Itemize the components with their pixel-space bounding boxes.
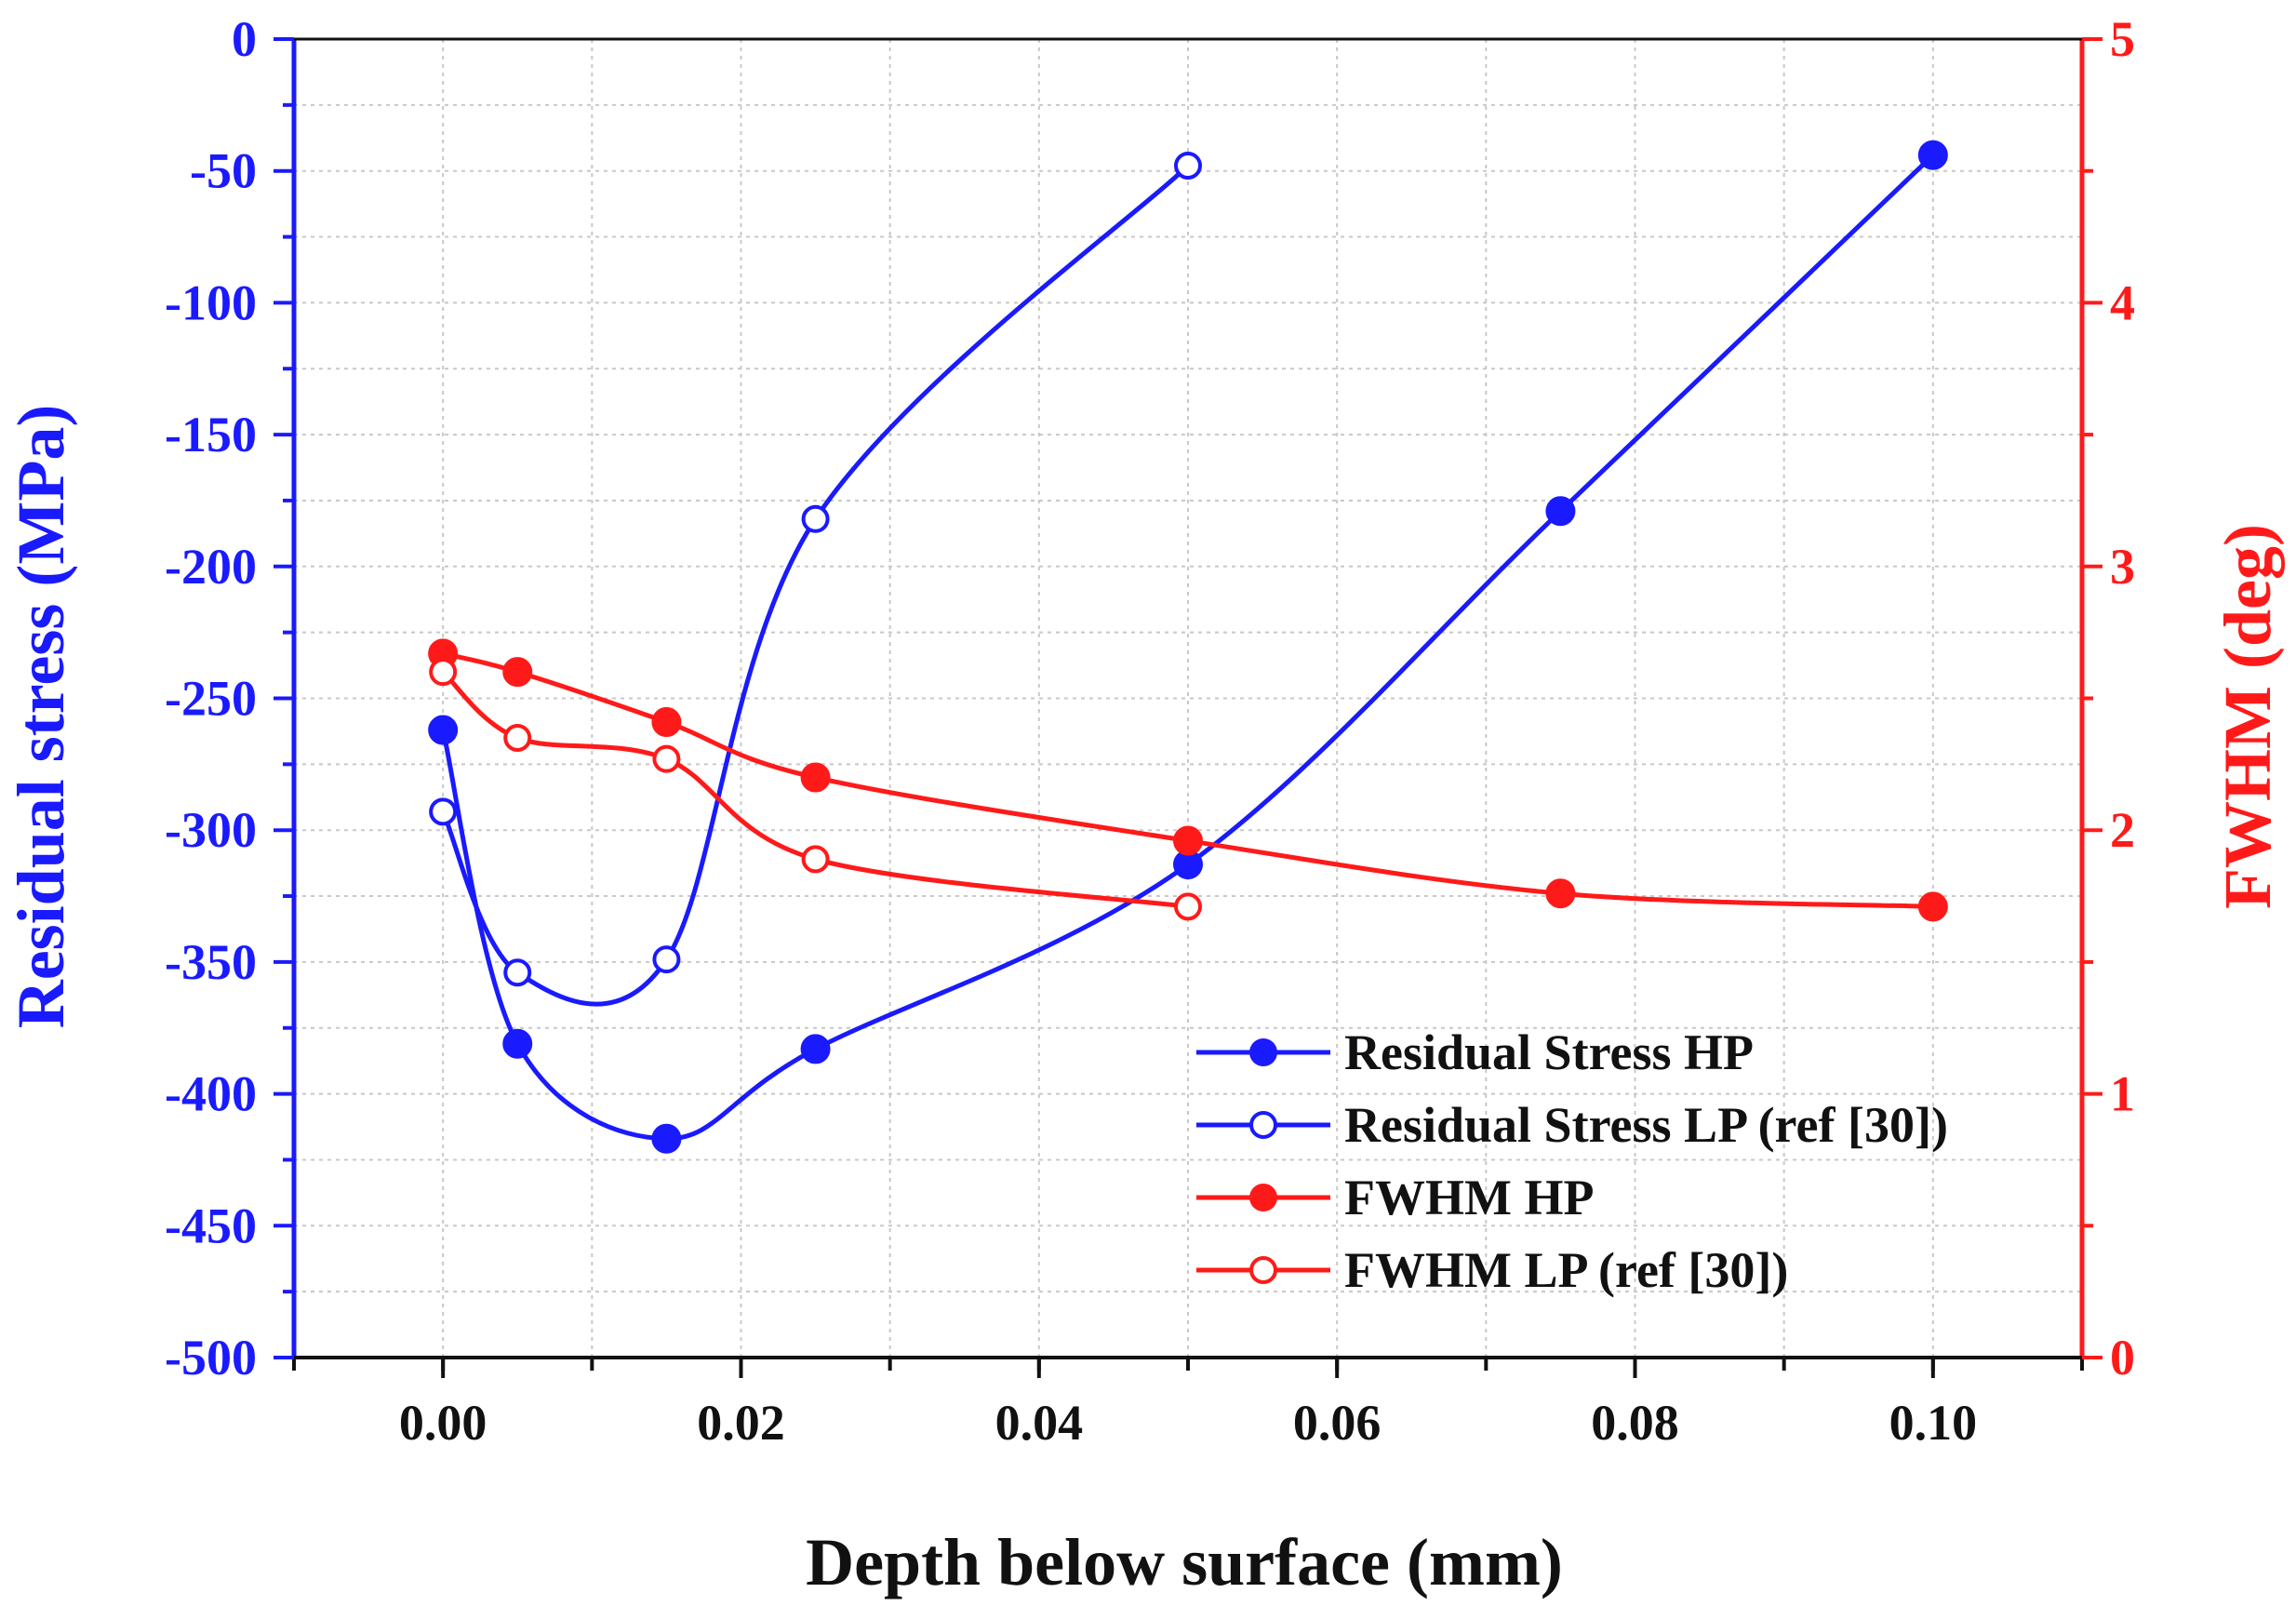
left-tick-label: -400 [165, 1066, 257, 1122]
right-tick-label: 3 [2110, 539, 2135, 595]
series-1 [429, 152, 1202, 1007]
data-point [1917, 891, 1948, 922]
right-tick-label: 2 [2110, 802, 2135, 858]
data-point [801, 845, 830, 874]
x-axis-title: Depth below surface (mm) [806, 1525, 1563, 1599]
data-point [1174, 152, 1202, 181]
legend-swatch-marker [1249, 1038, 1277, 1066]
data-point [1545, 496, 1576, 527]
axes [274, 37, 2102, 1378]
tick-labels: 0.00 0.02 0.04 0.06 0.08 0.10 0 -50 -100 -150 -200… [165, 11, 2135, 1451]
data-point [800, 1034, 831, 1064]
series-layer [428, 140, 1948, 1154]
x-tick-label: 0.10 [1889, 1395, 1978, 1451]
legend: Residual Stress HP Residual Stress LP (re… [1196, 1024, 1948, 1298]
x-tick-label: 0.00 [399, 1395, 487, 1451]
series-line [440, 164, 1190, 1007]
x-tick-label: 0.06 [1293, 1395, 1382, 1451]
legend-label: Residual Stress LP (ref [30]) [1344, 1097, 1948, 1153]
data-point [651, 1123, 682, 1154]
data-point [429, 797, 458, 826]
left-tick-label: -100 [165, 274, 257, 330]
legend-swatch-marker [1249, 1256, 1277, 1284]
legend-label: FWHM HP [1344, 1170, 1594, 1225]
x-tick-label: 0.08 [1591, 1395, 1679, 1451]
data-point [502, 1028, 533, 1059]
data-point [801, 504, 830, 533]
data-point [503, 958, 532, 987]
legend-label: FWHM LP (ref [30]) [1344, 1242, 1788, 1298]
left-axis-title: Residual stress (MPa) [4, 405, 78, 1029]
left-tick-label: -50 [190, 143, 257, 199]
legend-swatch-marker [1249, 1111, 1277, 1139]
data-point [652, 744, 681, 773]
left-tick-label: -300 [165, 802, 257, 858]
legend-swatch-marker [1249, 1184, 1277, 1211]
right-axis-title: FWHM (deg) [2210, 524, 2285, 909]
left-tick-label: -450 [165, 1198, 257, 1253]
left-tick-label: -350 [165, 934, 257, 990]
right-tick-label: 4 [2110, 274, 2135, 330]
x-tick-label: 0.04 [995, 1395, 1084, 1451]
data-point [429, 658, 458, 687]
left-tick-label: 0 [232, 11, 257, 67]
legend-item: Residual Stress LP (ref [30]) [1196, 1097, 1948, 1153]
data-point [1174, 892, 1202, 921]
data-point [651, 707, 682, 738]
series-3 [429, 658, 1202, 921]
data-point [800, 762, 831, 793]
data-point [502, 657, 533, 688]
series-0 [428, 140, 1948, 1154]
left-tick-label: -150 [165, 407, 257, 462]
data-point [652, 945, 681, 974]
data-point [428, 715, 459, 745]
right-tick-label: 0 [2110, 1330, 2135, 1385]
legend-label: Residual Stress HP [1344, 1024, 1754, 1080]
legend-item: FWHM HP [1196, 1170, 1594, 1225]
grid [294, 39, 2082, 1358]
data-point [1545, 878, 1576, 909]
data-point [1917, 140, 1948, 170]
x-tick-label: 0.02 [697, 1395, 785, 1451]
legend-item: Residual Stress HP [1196, 1024, 1754, 1080]
left-tick-label: -250 [165, 671, 257, 727]
series-line [442, 650, 1933, 909]
right-tick-label: 1 [2110, 1066, 2135, 1122]
left-tick-label: -500 [165, 1330, 257, 1385]
data-point [503, 724, 532, 753]
left-tick-label: -200 [165, 539, 257, 595]
data-point [1173, 825, 1203, 856]
legend-item: FWHM LP (ref [30]) [1196, 1242, 1788, 1298]
right-tick-label: 5 [2110, 11, 2135, 67]
